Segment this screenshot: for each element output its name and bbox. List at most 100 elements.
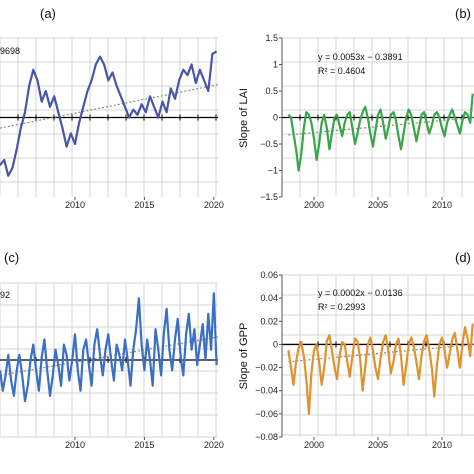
panel-b-data-point: [319, 143, 320, 144]
panel-a-data-point: [116, 85, 117, 86]
panel-c-data-point: [208, 313, 209, 314]
panel-c-data-point: [199, 344, 200, 345]
panel-c-data-point: [166, 308, 167, 309]
panel-a-data-point: [58, 112, 59, 113]
panel-b-data-point: [416, 141, 417, 142]
panel-b-data-point: [308, 114, 309, 115]
panel-d-data-point: [370, 337, 371, 338]
panel-c-data-point: [30, 359, 31, 360]
panel-c-series-line: [0, 292, 218, 403]
panel-a-data-point: [91, 80, 92, 81]
panel-b-data-point: [295, 149, 296, 150]
panel-b-data-point: [298, 170, 299, 171]
panel-a-data-point: [16, 149, 17, 150]
panel-d-data-point: [439, 344, 440, 345]
panel-c-data-point: [83, 349, 84, 350]
panel-d-data-point: [459, 367, 460, 368]
panel-c-data-point: [205, 359, 206, 360]
panel-d-data-point: [365, 367, 366, 368]
panel-a-trend-line: [0, 84, 219, 129]
panel-d-data-point: [452, 339, 453, 340]
panel-c-data-point: [191, 349, 192, 350]
panel-b-data-point: [370, 133, 371, 134]
panel-a-data-point: [129, 117, 130, 118]
panel-b-data-point: [398, 135, 399, 136]
panel-c-data-point: [119, 354, 120, 355]
panel-d-ytick-label: 0: [273, 339, 278, 349]
panel-c-data-point: [210, 349, 211, 350]
panel-b-ylabel: Slope of LAI: [238, 88, 250, 148]
panel-b: 2000 2005 2010 1.5 1 0.5 0 −0.5 −1 −1.5 (b) y = 0…: [238, 6, 474, 210]
panel-c-data-point: [85, 339, 86, 340]
panel-a-data-point: [141, 104, 142, 105]
panel-c-data-point: [141, 344, 142, 345]
panel-d-data-point: [447, 367, 448, 368]
panel-a-data-point: [145, 112, 146, 113]
panel-d-data-point: [367, 344, 368, 345]
panel-a-data-point: [158, 117, 159, 118]
panel-d-data-point: [418, 379, 419, 380]
panel-a-xtick-label: 2020: [204, 200, 224, 210]
panel-c-data-point: [47, 370, 48, 371]
panel-b-data-point: [395, 120, 396, 121]
panel-c-data-point: [69, 380, 70, 381]
panel-a-data-point: [87, 90, 88, 91]
panel-c-data-point: [94, 344, 95, 345]
panel-c-data-point: [160, 375, 161, 376]
panel-c-equation-fragment: 92: [0, 290, 10, 300]
panel-b-data-point: [344, 122, 345, 123]
panel-a-data-point: [33, 69, 34, 70]
panel-b-data-point: [339, 125, 340, 126]
panel-d-data-point: [423, 340, 424, 341]
panel-b-data-point: [408, 109, 409, 110]
panel-d-ytick-label: 0.02: [260, 316, 278, 326]
panel-c-data-point: [169, 349, 170, 350]
panel-c-data-point: [38, 390, 39, 391]
panel-c-data-point: [183, 375, 184, 376]
panel-a-data-point: [8, 175, 9, 176]
panel-d-data-point: [295, 361, 296, 362]
panel-b-data-point: [359, 120, 360, 121]
panel-a-data-point: [204, 80, 205, 81]
panel-b-data-point: [439, 117, 440, 118]
panel-c-data-point: [88, 365, 89, 366]
panel-d-data-point: [395, 344, 396, 345]
panel-d-data-point: [354, 338, 355, 339]
panel-b-data-point: [334, 117, 335, 118]
panel-d-data-point: [400, 355, 401, 356]
panel-c-data-point: [91, 385, 92, 386]
panel-d-data-point: [352, 355, 353, 356]
panel-a-data-point: [208, 90, 209, 91]
panel-d-data-point: [454, 332, 455, 333]
panel-a-label: (a): [40, 6, 56, 21]
panel-d-data-point: [375, 367, 376, 368]
panel-d-data-point: [411, 337, 412, 338]
panel-d-data-point: [290, 367, 291, 368]
panel-a-data-point: [20, 128, 21, 129]
panel-b-data-point: [313, 138, 314, 139]
panel-c-data-point: [144, 370, 145, 371]
panel-d-data-point: [306, 379, 307, 380]
panel-d-data-point: [324, 367, 325, 368]
panel-d-xtick-label: 2005: [368, 440, 388, 450]
panel-b-xtick-label: 2000: [304, 200, 324, 210]
panel-a-data-point: [212, 53, 213, 54]
panel-a-data-point: [95, 64, 96, 65]
panel-a-data-point: [174, 98, 175, 99]
panel-b-data-point: [377, 114, 378, 115]
panel-b-data-point: [336, 114, 337, 115]
panel-c-data-point: [197, 365, 198, 366]
panel-d-data-point: [377, 379, 378, 380]
panel-c-data-point: [19, 354, 20, 355]
panel-b-ytick-label: −1: [268, 166, 278, 176]
panel-b-data-point: [354, 143, 355, 144]
panel-c-data-point: [127, 359, 128, 360]
panel-c-data-point: [60, 385, 61, 386]
panel-a-data-point: [133, 109, 134, 110]
panel-a-data-point: [179, 80, 180, 81]
panel-b-data-point: [306, 112, 307, 113]
panel-b-data-point: [403, 133, 404, 134]
panel-d-ytick-label: 0.06: [260, 270, 278, 280]
panel-a-series-line: [0, 50, 218, 177]
panel-d-ylabel: Slope of GPP: [238, 323, 250, 390]
